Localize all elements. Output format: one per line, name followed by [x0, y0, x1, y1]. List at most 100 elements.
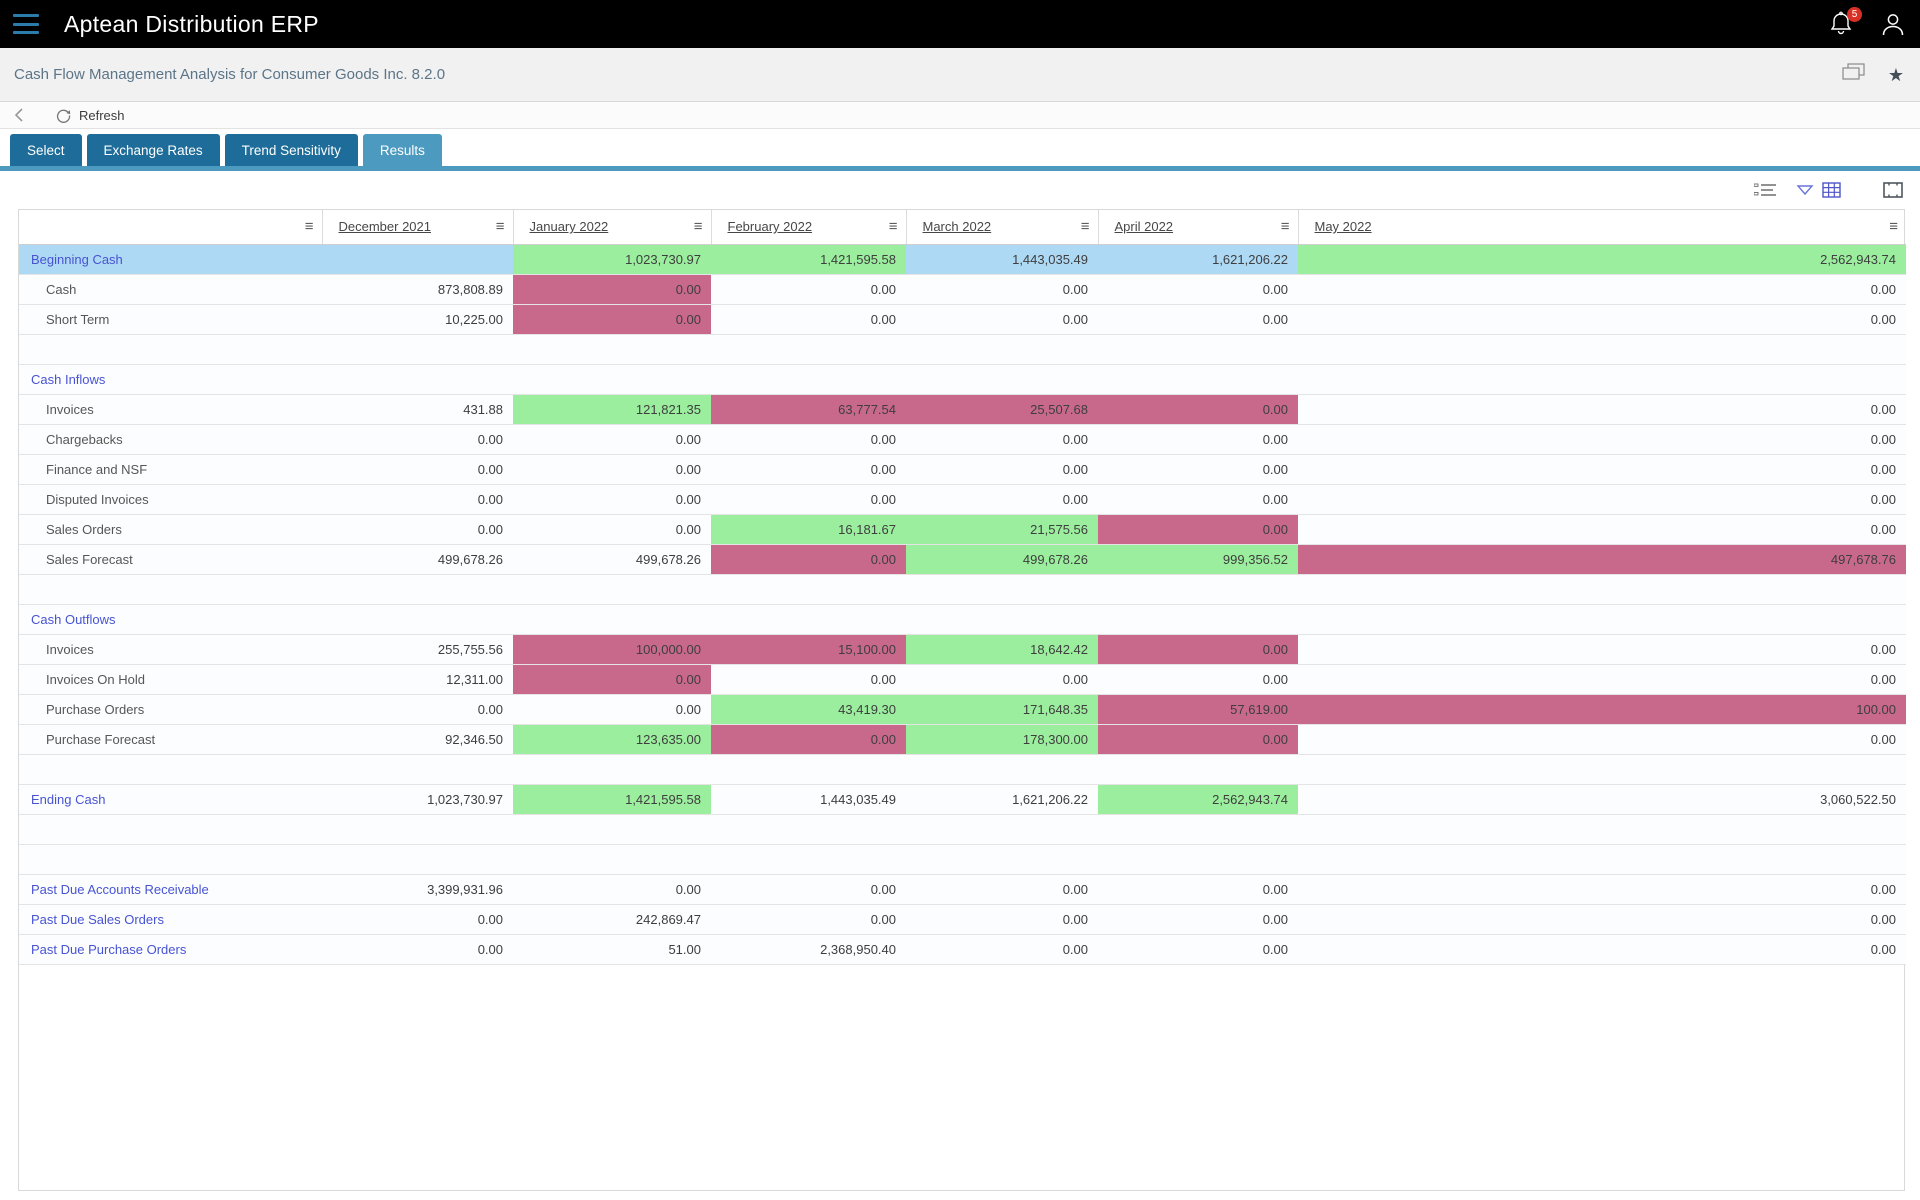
value-cell[interactable]: 431.88 [322, 394, 513, 425]
column-menu-icon[interactable]: ≡ [304, 218, 314, 236]
row-label-cash[interactable]: Cash [19, 274, 322, 305]
value-cell[interactable]: 0.00 [1098, 454, 1298, 485]
value-cell[interactable] [513, 364, 711, 395]
column-menu-icon[interactable]: ≡ [1280, 218, 1290, 236]
value-cell[interactable]: 0.00 [711, 274, 906, 305]
value-cell[interactable]: 3,399,931.96 [322, 874, 513, 905]
value-cell[interactable] [513, 604, 711, 635]
value-cell[interactable] [1298, 604, 1906, 635]
value-cell[interactable]: 0.00 [1298, 634, 1906, 665]
row-label-beginning-cash[interactable]: Beginning Cash [19, 244, 322, 275]
value-cell[interactable]: 0.00 [1298, 934, 1906, 965]
value-cell[interactable]: 1,023,730.97 [322, 784, 513, 815]
column-header-december-2021[interactable]: December 2021 [338, 219, 432, 235]
value-cell[interactable]: 0.00 [711, 724, 906, 755]
value-cell[interactable]: 255,755.56 [322, 634, 513, 665]
value-cell[interactable]: 0.00 [1298, 904, 1906, 935]
value-cell[interactable]: 499,678.26 [906, 544, 1098, 575]
column-menu-icon[interactable]: ≡ [495, 218, 505, 236]
value-cell[interactable]: 0.00 [1098, 394, 1298, 425]
value-cell[interactable]: 0.00 [906, 304, 1098, 335]
value-cell[interactable]: 499,678.26 [513, 544, 711, 575]
value-cell[interactable]: 0.00 [1298, 514, 1906, 545]
value-cell[interactable]: 0.00 [322, 514, 513, 545]
value-cell[interactable]: 0.00 [513, 274, 711, 305]
row-label-cash-outflows[interactable]: Cash Outflows [19, 604, 322, 635]
value-cell[interactable]: 57,619.00 [1098, 694, 1298, 725]
chevron-down-icon[interactable] [1796, 184, 1814, 196]
row-label-invoices[interactable]: Invoices [19, 634, 322, 665]
value-cell[interactable]: 499,678.26 [322, 544, 513, 575]
value-cell[interactable]: 0.00 [1098, 934, 1298, 965]
value-cell[interactable]: 0.00 [513, 664, 711, 695]
value-cell[interactable]: 0.00 [1298, 304, 1906, 335]
value-cell[interactable]: 2,562,943.74 [1298, 244, 1906, 275]
value-cell[interactable]: 51.00 [513, 934, 711, 965]
value-cell[interactable]: 0.00 [1098, 874, 1298, 905]
value-cell[interactable]: 16,181.67 [711, 514, 906, 545]
value-cell[interactable]: 25,507.68 [906, 394, 1098, 425]
fullscreen-icon[interactable] [1883, 182, 1903, 198]
column-header-april-2022[interactable]: April 2022 [1114, 219, 1174, 235]
tab-trend-sensitivity[interactable]: Trend Sensitivity [224, 134, 358, 166]
value-cell[interactable]: 0.00 [711, 304, 906, 335]
column-header-january-2022[interactable]: January 2022 [529, 219, 609, 235]
value-cell[interactable]: 0.00 [711, 904, 906, 935]
value-cell[interactable]: 0.00 [1298, 664, 1906, 695]
value-cell[interactable]: 0.00 [1098, 514, 1298, 545]
value-cell[interactable]: 0.00 [1298, 874, 1906, 905]
value-cell[interactable]: 0.00 [513, 514, 711, 545]
value-cell[interactable] [1098, 604, 1298, 635]
value-cell[interactable]: 0.00 [1098, 274, 1298, 305]
value-cell[interactable]: 0.00 [906, 424, 1098, 455]
value-cell[interactable]: 497,678.76 [1298, 544, 1906, 575]
value-cell[interactable]: 0.00 [1098, 724, 1298, 755]
value-cell[interactable]: 0.00 [711, 664, 906, 695]
value-cell[interactable]: 0.00 [513, 304, 711, 335]
row-label-cash-inflows[interactable]: Cash Inflows [19, 364, 322, 395]
value-cell[interactable] [711, 604, 906, 635]
value-cell[interactable]: 1,621,206.22 [906, 784, 1098, 815]
value-cell[interactable]: 0.00 [906, 454, 1098, 485]
value-cell[interactable]: 0.00 [1298, 724, 1906, 755]
row-label-purchase-orders[interactable]: Purchase Orders [19, 694, 322, 725]
row-label-past-due-accounts-receivable[interactable]: Past Due Accounts Receivable [19, 874, 322, 905]
value-cell[interactable]: 0.00 [711, 484, 906, 515]
value-cell[interactable]: 0.00 [322, 904, 513, 935]
value-cell[interactable] [906, 604, 1098, 635]
notifications-bell-icon[interactable]: 5 [1830, 7, 1862, 37]
tab-select[interactable]: Select [10, 134, 82, 166]
tab-exchange-rates[interactable]: Exchange Rates [86, 134, 220, 166]
value-cell[interactable]: 0.00 [513, 874, 711, 905]
row-label-sales-forecast[interactable]: Sales Forecast [19, 544, 322, 575]
column-header-may-2022[interactable]: May 2022 [1314, 219, 1372, 235]
row-label-invoices[interactable]: Invoices [19, 394, 322, 425]
column-menu-icon[interactable]: ≡ [888, 218, 898, 236]
value-cell[interactable] [711, 364, 906, 395]
value-cell[interactable]: 92,346.50 [322, 724, 513, 755]
row-label-disputed-invoices[interactable]: Disputed Invoices [19, 484, 322, 515]
value-cell[interactable]: 1,443,035.49 [711, 784, 906, 815]
value-cell[interactable]: 0.00 [322, 934, 513, 965]
value-cell[interactable]: 0.00 [1298, 274, 1906, 305]
value-cell[interactable]: 123,635.00 [513, 724, 711, 755]
row-label-short-term[interactable]: Short Term [19, 304, 322, 335]
column-menu-icon[interactable]: ≡ [693, 218, 703, 236]
value-cell[interactable]: 0.00 [1098, 904, 1298, 935]
favorite-star-icon[interactable]: ★ [1887, 64, 1904, 85]
value-cell[interactable]: 43,419.30 [711, 694, 906, 725]
menu-icon[interactable] [13, 14, 39, 34]
row-label-finance-and-nsf[interactable]: Finance and NSF [19, 454, 322, 485]
row-label-invoices-on-hold[interactable]: Invoices On Hold [19, 664, 322, 695]
window-copy-icon[interactable] [1842, 63, 1866, 86]
value-cell[interactable]: 873,808.89 [322, 274, 513, 305]
value-cell[interactable]: 100,000.00 [513, 634, 711, 665]
value-cell[interactable]: 3,060,522.50 [1298, 784, 1906, 815]
value-cell[interactable]: 1,421,595.58 [711, 244, 906, 275]
value-cell[interactable]: 999,356.52 [1098, 544, 1298, 575]
value-cell[interactable]: 0.00 [1098, 664, 1298, 695]
value-cell[interactable]: 0.00 [711, 454, 906, 485]
value-cell[interactable]: 0.00 [906, 274, 1098, 305]
value-cell[interactable]: 121,821.35 [513, 394, 711, 425]
column-header-march-2022[interactable]: March 2022 [922, 219, 992, 235]
